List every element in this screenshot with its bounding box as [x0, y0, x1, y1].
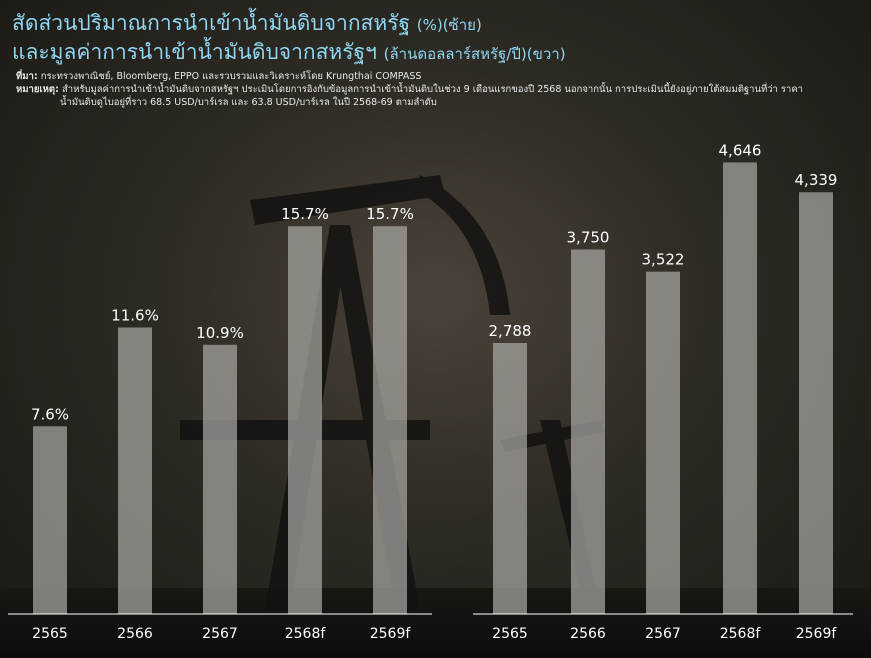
data-label: 15.7% [366, 205, 414, 223]
bar-share-2565 [33, 426, 67, 614]
source-label: ที่มา: [16, 71, 38, 82]
bar-value-2569f [799, 192, 833, 614]
remark-line1: สำหรับมูลค่าการนำเข้าน้ำมันดิบจากสหรัฐฯ … [61, 84, 804, 95]
data-label: 10.9% [196, 324, 244, 342]
x-tick-label: 2566 [117, 626, 153, 642]
x-tick-label: 2568f [285, 626, 327, 642]
remark-line2: น้ำมันดิบดูไบอยู่ที่ราว 68.5 USD/บาร์เรล… [60, 97, 437, 108]
data-label: 15.7% [281, 205, 329, 223]
x-tick-label: 2565 [492, 626, 528, 642]
bar-value-2567 [646, 271, 680, 614]
bar-value-2568f [723, 162, 757, 614]
data-label: 3,522 [642, 251, 685, 269]
data-label: 4,339 [795, 171, 838, 189]
x-tick-label: 2566 [570, 626, 606, 642]
title-line2-unit: (ล้านดอลลาร์สหรัฐ/ปี)(ขวา) [383, 45, 566, 63]
x-tick-label: 2567 [645, 626, 681, 642]
bar-share-2566 [118, 327, 152, 614]
remark-label: หมายเหตุ: [16, 84, 59, 95]
title-line2: และมูลค่าการนำเข้าน้ำมันดิบจากสหรัฐฯ [12, 40, 377, 64]
data-label: 3,750 [567, 229, 610, 247]
bar-value-2565 [493, 343, 527, 614]
chart-title: สัดส่วนปริมาณการนำเข้าน้ำมันดิบจากสหรัฐ … [12, 10, 566, 68]
bar-share-2569f [373, 226, 407, 614]
x-tick-label: 2569f [370, 626, 412, 642]
x-tick-label: 2568f [720, 626, 762, 642]
title-line1: สัดส่วนปริมาณการนำเข้าน้ำมันดิบจากสหรัฐ [12, 11, 411, 35]
title-line1-unit: (%)(ซ้าย) [416, 16, 482, 34]
bar-share-2567 [203, 344, 237, 614]
chart-notes: ที่มา: กระทรวงพาณิชย์, Bloomberg, EPPO แ… [16, 70, 836, 109]
data-label: 4,646 [719, 141, 762, 159]
bar-value-2566 [571, 249, 605, 614]
x-tick-label: 2567 [202, 626, 238, 642]
data-label: 11.6% [111, 306, 159, 324]
data-label: 7.6% [31, 405, 69, 423]
data-label: 2,788 [489, 322, 532, 340]
x-tick-label: 2565 [32, 626, 68, 642]
x-tick-label: 2569f [796, 626, 838, 642]
source-text: กระทรวงพาณิชย์, Bloomberg, EPPO และรวบรว… [40, 71, 422, 82]
bar-share-2568f [288, 226, 322, 614]
